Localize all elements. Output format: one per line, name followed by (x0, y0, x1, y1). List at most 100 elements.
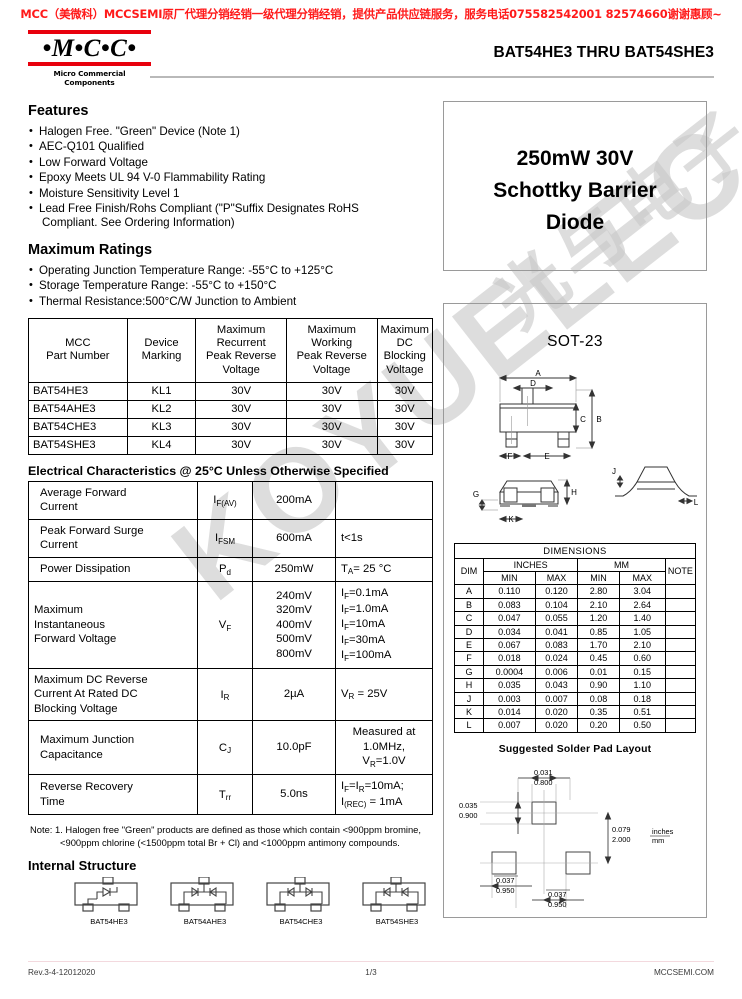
param-line1: Reverse Recovery (40, 781, 133, 794)
pad-dim-pitchy-in: 0.079 (612, 825, 631, 834)
feature-item: Low Forward Voltage (28, 155, 433, 170)
param-line2: Time (40, 795, 65, 808)
table-row: D 0.034 0.041 0.85 1.05 (454, 624, 697, 639)
cell-parameter: Maximum DC Reverse Current At Rated DC B… (28, 668, 198, 722)
pad-dim-pitchy-mm: 2.000 (612, 835, 631, 844)
cell-condition (335, 480, 433, 520)
param-line1: Maximum (34, 604, 83, 617)
table-row: Reverse Recovery Time Trr 5.0ns IF=IR=10… (28, 774, 433, 816)
pad-dim-width-mm: 0.800 (534, 778, 553, 787)
max-ratings-list: Operating Junction Temperature Range: -5… (28, 263, 433, 309)
footer-page-number: 1/3 (365, 968, 377, 977)
cell-vrrm: 30V (195, 435, 287, 455)
footnote-line1: Note: 1. Halogen free "Green" products a… (30, 824, 422, 836)
pad-units-mm: mm (652, 836, 664, 845)
table-row: G 0.0004 0.006 0.01 0.15 (454, 664, 697, 680)
cell-condition: VR = 25V (335, 668, 433, 722)
vf-value: 400mV (276, 618, 312, 631)
internal-structure-label: BAT54SHE3 (375, 917, 419, 927)
dimensions-title: DIMENSIONS (454, 543, 696, 559)
product-title: 250mW 30V Schottky Barrier Diode (444, 143, 706, 239)
pad-dim-offs1-mm: 0.950 (496, 886, 515, 895)
table-row: B 0.083 0.104 2.10 2.64 (454, 597, 697, 613)
cell-symbol: IR (197, 668, 253, 722)
cell-vdc: 30V (376, 399, 434, 419)
feature-leadfree-line1: Lead Free Finish/Rohs Compliant ("P"Suff… (39, 202, 359, 216)
feature-item: AEC-Q101 Qualified (28, 139, 433, 154)
internal-structure-item: BAT54HE3 (73, 877, 145, 926)
param-line2: Instantaneous (34, 618, 105, 631)
cell-marking: KL2 (126, 399, 197, 419)
param-line2: Current (40, 501, 78, 514)
dim-label-E: E (544, 452, 549, 461)
cell-parameter: Reverse Recovery Time (28, 774, 198, 816)
cell-vdc: 30V (376, 435, 434, 455)
dim-label-L: L (694, 498, 698, 507)
features-heading: Features (28, 103, 89, 119)
col-dim: DIM (454, 557, 484, 586)
dim-label-F: F (508, 452, 513, 461)
vf-condition: IF=100mA (341, 649, 392, 663)
vf-condition: IF=1.0mA (341, 602, 389, 617)
cell-symbol: IF(AV) (197, 480, 253, 520)
pad-dim-height-mm: 0.900 (459, 811, 478, 820)
cell-value: 5.0ns (252, 774, 336, 816)
cond-line2: I(REC) = 1mA (341, 795, 403, 810)
vf-value: 240mV (276, 589, 312, 602)
cell-condition: Measured at 1.0MHz, VR=1.0V (335, 720, 433, 776)
features-list: Halogen Free. "Green" Device (Note 1) AE… (28, 124, 433, 231)
vf-condition: IF=30mA (341, 633, 386, 648)
col-mm-min: MIN (577, 570, 620, 586)
internal-structure-item: BAT54SHE3 (361, 877, 433, 926)
cell-parameter: Power Dissipation (28, 556, 198, 583)
table-row: F 0.018 0.024 0.45 0.60 (454, 651, 697, 666)
table-header-row: DIMENSIONS (454, 543, 696, 559)
left-column: Features Halogen Free. "Green" Device (N… (28, 103, 434, 927)
cell-vrrm: 30V (195, 399, 287, 419)
cell-condition-list: IF=0.1mA IF=1.0mA IF=10mA IF=30mA IF=100… (335, 581, 433, 670)
cell-part: BAT54HE3 (28, 381, 128, 401)
table-row: BAT54SHE3 KL4 30V 30V 30V (28, 435, 434, 455)
param-line1: Power Dissipation (40, 563, 131, 576)
table-row: C 0.047 0.055 1.20 1.40 (454, 611, 697, 626)
param-line3: Blocking Voltage (34, 702, 118, 715)
electrical-characteristics-table: Average Forward Current IF(AV) 200mA Pea… (28, 480, 433, 816)
cell-part: BAT54SHE3 (28, 435, 128, 455)
dim-label-K: K (508, 515, 514, 524)
col-in-max: MAX (534, 570, 579, 586)
cond-line2: 1.0MHz, VR=1.0V (362, 740, 406, 769)
internal-structure-label: BAT54CHE3 (279, 917, 323, 927)
vf-value: 500mV (276, 633, 312, 646)
table-row: BAT54CHE3 KL3 30V 30V 30V (28, 417, 434, 437)
package-drawing: A D B C F E G H K J L (473, 369, 698, 524)
table-header-row: MIN MAX MIN MAX (455, 570, 696, 586)
table-row: H 0.035 0.043 0.90 1.10 (454, 678, 697, 693)
col-working-peak-reverse: Maximum Working Peak Reverse Voltage (285, 318, 378, 383)
param-line1: Peak Forward Surge (40, 524, 144, 537)
cell-condition: t<1s (335, 518, 433, 558)
col-device-marking: Device Marking (126, 318, 197, 383)
dimensions-table-body: A 0.110 0.120 2.80 3.04 B 0.083 0.104 2.10 2.64 … (454, 584, 697, 733)
cell-vrwm: 30V (285, 417, 378, 437)
schematic-series-icon (362, 877, 426, 912)
dim-label-H: H (571, 488, 577, 497)
dim-label-G: G (473, 490, 479, 499)
dim-label-A: A (535, 369, 541, 378)
dim-label-D: D (530, 379, 536, 388)
footnote: Note: 1. Halogen free "Green" products a… (28, 824, 433, 849)
cell-condition: IF=IR=10mA; I(REC) = 1mA (335, 774, 433, 816)
col-in-min: MIN (483, 570, 536, 586)
param-line2: Current (40, 539, 78, 552)
col-mm: MM (577, 557, 666, 572)
cell-value: 2µA (252, 668, 336, 722)
promo-banner: MCC（美微科）MCCSEMI原厂代理分销经销一级代理分销经销，提供产品供应链服… (20, 7, 722, 21)
footer-divider (28, 961, 714, 962)
pad-dim-offs2-mm: 0.950 (548, 900, 567, 909)
vf-condition: IF=0.1mA (341, 587, 389, 601)
electrical-characteristics-title: Electrical Characteristics @ 25°C Unless… (28, 463, 389, 478)
cell-parameter: Maximum Instantaneous Forward Voltage (28, 581, 198, 670)
logo-wordmark: •M•C•C• (42, 35, 137, 62)
